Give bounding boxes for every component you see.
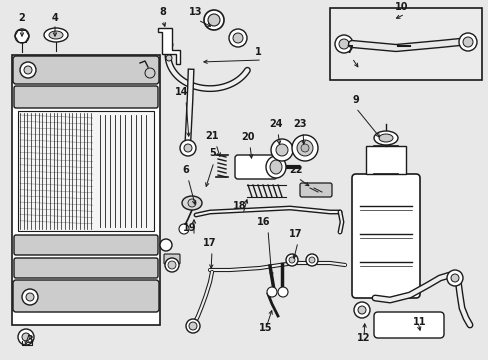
Text: 2: 2 — [19, 13, 25, 23]
Circle shape — [20, 62, 36, 78]
Circle shape — [296, 140, 312, 156]
Circle shape — [285, 254, 297, 266]
Circle shape — [22, 289, 38, 305]
Circle shape — [165, 55, 172, 61]
FancyBboxPatch shape — [351, 174, 419, 298]
FancyBboxPatch shape — [163, 254, 180, 264]
Ellipse shape — [182, 196, 202, 210]
FancyBboxPatch shape — [13, 280, 159, 312]
Circle shape — [353, 302, 369, 318]
Text: 11: 11 — [412, 317, 426, 327]
FancyBboxPatch shape — [14, 86, 158, 108]
FancyBboxPatch shape — [373, 312, 443, 338]
Ellipse shape — [378, 134, 392, 142]
Circle shape — [26, 293, 34, 301]
Circle shape — [168, 261, 176, 269]
Circle shape — [270, 139, 292, 161]
Circle shape — [462, 37, 472, 47]
Text: 24: 24 — [269, 119, 282, 129]
Text: 14: 14 — [175, 87, 188, 97]
Circle shape — [15, 29, 29, 43]
Ellipse shape — [265, 156, 285, 178]
Circle shape — [164, 258, 179, 272]
Circle shape — [22, 333, 30, 341]
Text: 9: 9 — [352, 95, 359, 105]
Circle shape — [458, 33, 476, 51]
Circle shape — [228, 29, 246, 47]
FancyBboxPatch shape — [14, 235, 158, 255]
Circle shape — [160, 239, 172, 251]
Circle shape — [357, 306, 365, 314]
Circle shape — [446, 270, 462, 286]
Text: 10: 10 — [394, 2, 408, 12]
Circle shape — [291, 135, 317, 161]
FancyBboxPatch shape — [235, 155, 276, 179]
Text: 21: 21 — [205, 131, 218, 141]
Circle shape — [185, 319, 200, 333]
Text: 16: 16 — [257, 217, 270, 227]
Text: 4: 4 — [52, 13, 58, 23]
Text: 15: 15 — [259, 323, 272, 333]
Text: 18: 18 — [233, 201, 246, 211]
Circle shape — [189, 322, 197, 330]
Text: 17: 17 — [203, 238, 216, 248]
Text: 20: 20 — [241, 132, 254, 142]
Text: 13: 13 — [189, 7, 203, 17]
Circle shape — [187, 199, 196, 207]
Circle shape — [305, 254, 317, 266]
Circle shape — [207, 14, 220, 26]
Bar — [329, 8, 481, 80]
Text: 3: 3 — [26, 335, 33, 345]
Circle shape — [24, 66, 32, 74]
Polygon shape — [158, 28, 180, 64]
FancyBboxPatch shape — [14, 258, 158, 278]
Text: 17: 17 — [289, 229, 302, 239]
Bar — [365, 146, 405, 174]
Circle shape — [232, 33, 243, 43]
Circle shape — [288, 257, 294, 263]
Circle shape — [183, 144, 192, 152]
Text: 12: 12 — [357, 333, 370, 343]
Circle shape — [266, 287, 276, 297]
Circle shape — [145, 68, 155, 78]
Circle shape — [18, 329, 34, 345]
Circle shape — [338, 39, 348, 49]
Text: 22: 22 — [289, 165, 302, 175]
Circle shape — [278, 287, 287, 297]
Circle shape — [179, 224, 189, 234]
Text: 1: 1 — [254, 47, 261, 57]
Ellipse shape — [373, 131, 397, 145]
Circle shape — [450, 274, 458, 282]
Text: 23: 23 — [293, 119, 306, 129]
Ellipse shape — [49, 31, 63, 39]
Bar — [12, 55, 160, 325]
Circle shape — [301, 144, 308, 152]
Text: 5: 5 — [209, 148, 216, 158]
Bar — [18, 111, 154, 231]
Ellipse shape — [269, 160, 282, 174]
Circle shape — [203, 10, 224, 30]
Circle shape — [180, 140, 196, 156]
Text: 19: 19 — [183, 223, 196, 233]
Circle shape — [308, 257, 314, 263]
Circle shape — [334, 35, 352, 53]
FancyBboxPatch shape — [299, 183, 331, 197]
Text: 7: 7 — [346, 45, 353, 55]
FancyBboxPatch shape — [13, 56, 159, 84]
Ellipse shape — [44, 28, 68, 42]
Text: 6: 6 — [182, 165, 189, 175]
Text: 8: 8 — [159, 7, 166, 17]
Circle shape — [275, 144, 287, 156]
